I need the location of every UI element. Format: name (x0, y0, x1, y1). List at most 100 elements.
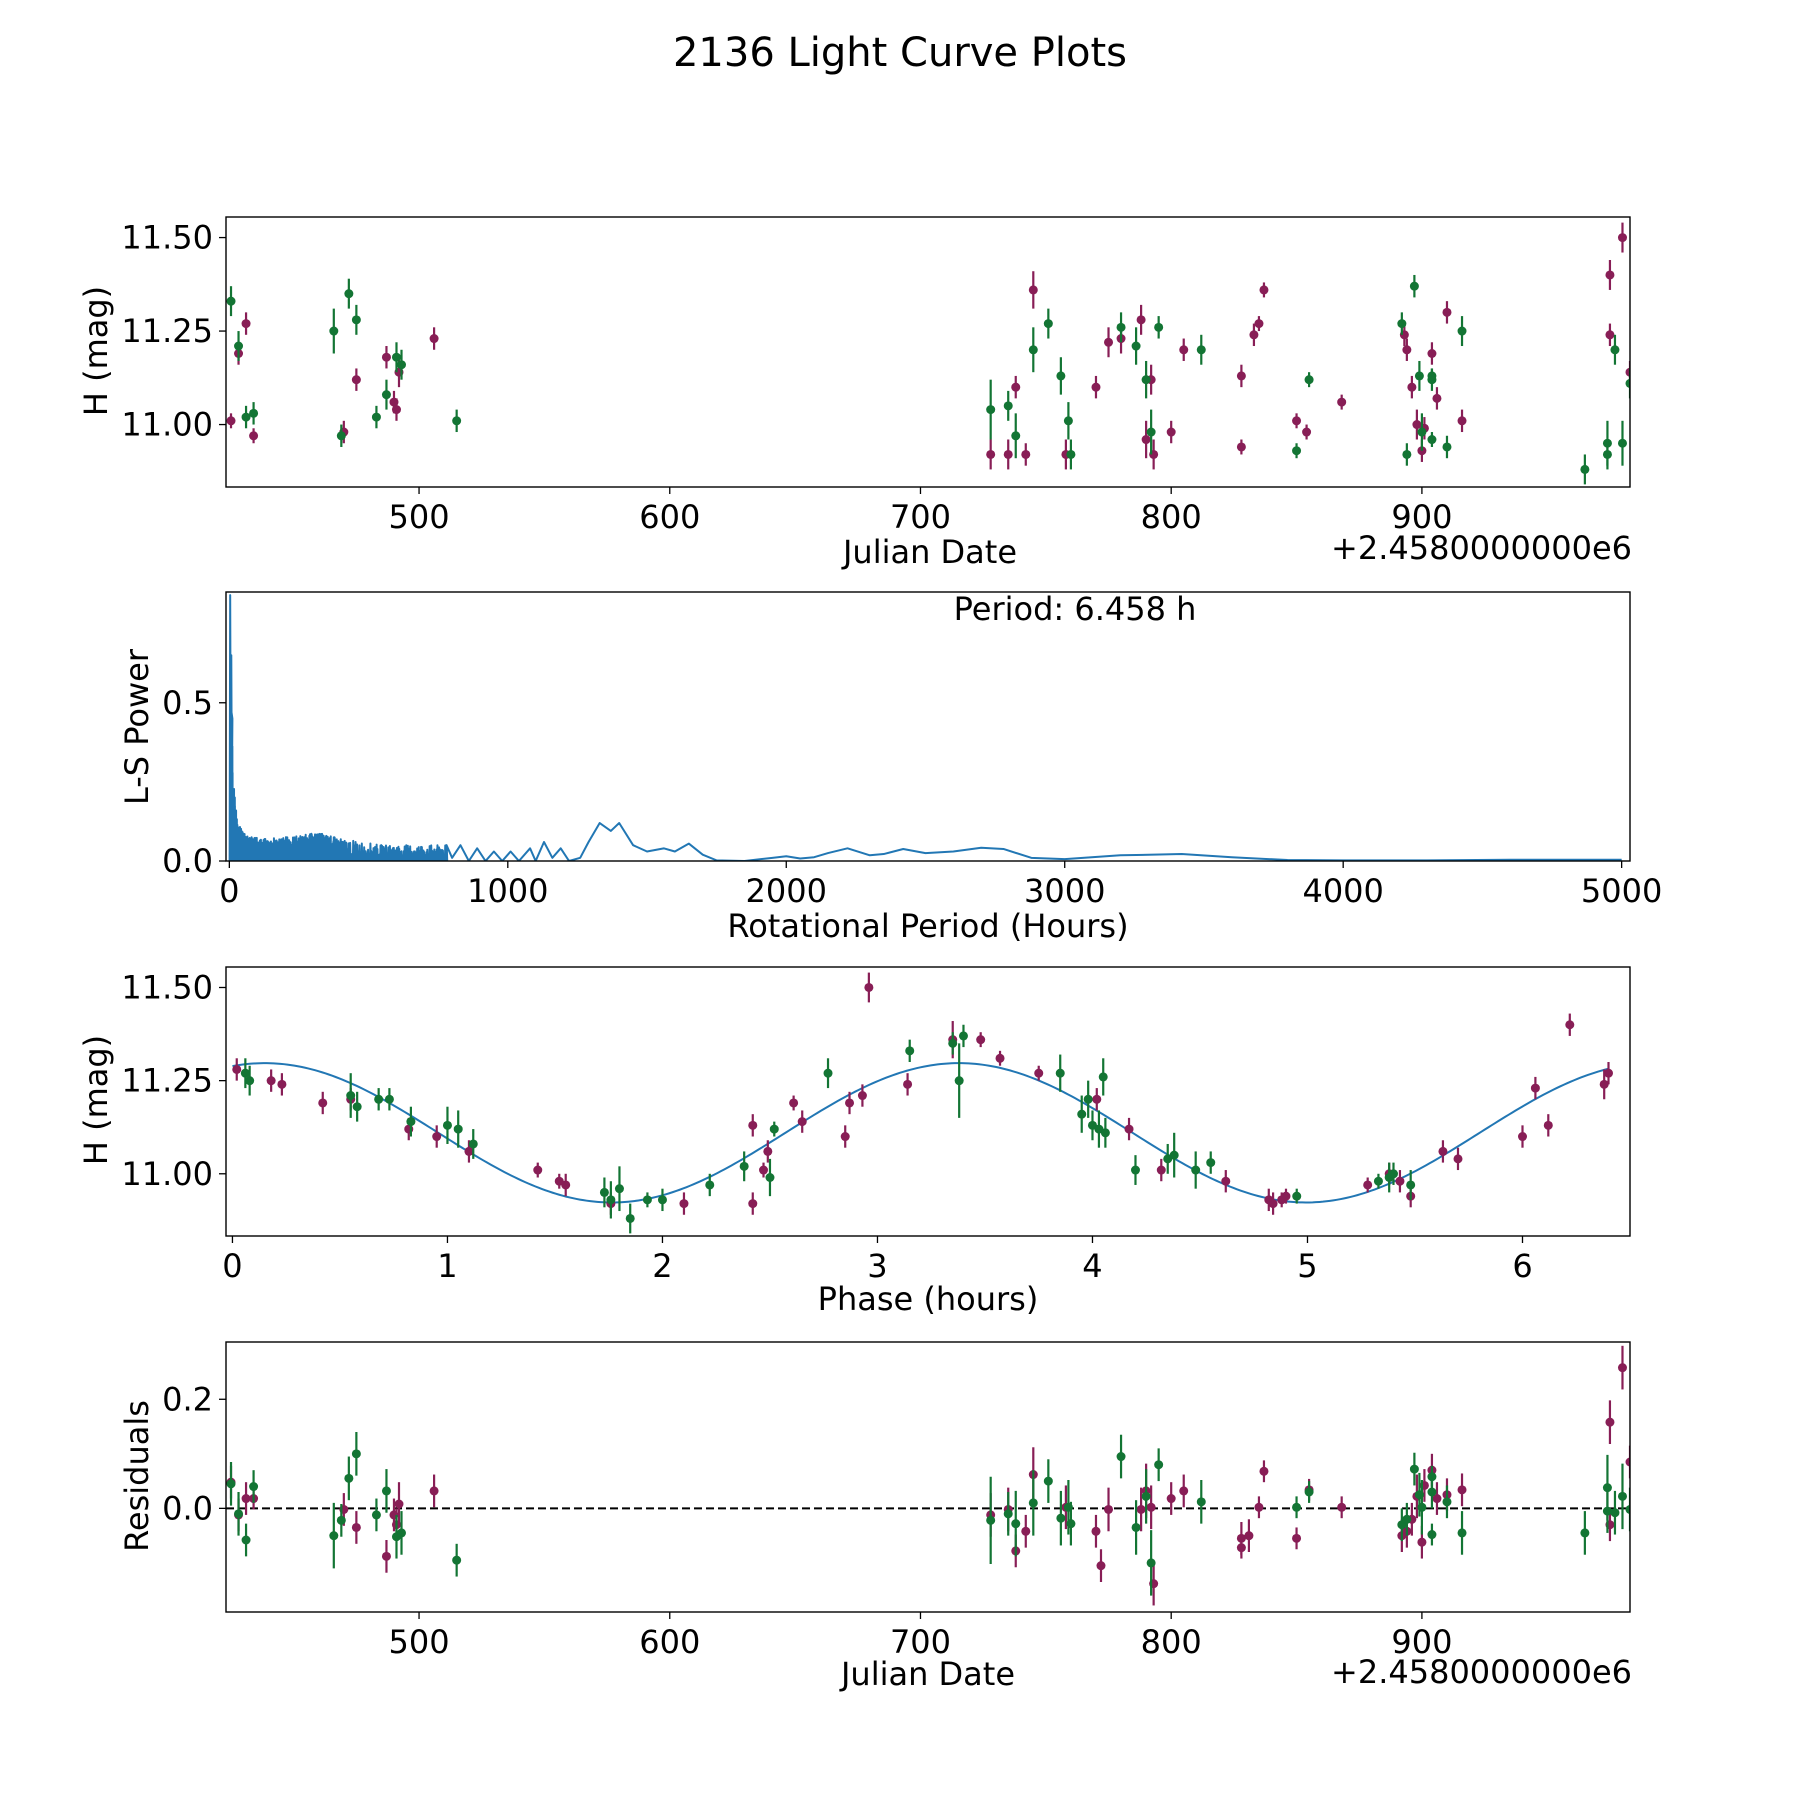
2-point-green (1373, 1176, 1383, 1186)
2-point-red (748, 1120, 758, 1130)
3-point-red (1432, 1494, 1442, 1504)
0-point-green (452, 416, 462, 426)
2-point-red (1599, 1079, 1609, 1089)
2-xtick-label: 6 (1512, 1247, 1532, 1285)
2-point-red (1517, 1132, 1527, 1142)
2-point-red (1453, 1154, 1463, 1164)
2-point-green (1169, 1150, 1179, 1160)
2-point-green (245, 1076, 255, 1086)
3-point-red (1457, 1485, 1467, 1495)
2-point-green (352, 1102, 362, 1112)
2-point-red (561, 1180, 571, 1190)
phased-plot-area (232, 972, 1613, 1234)
2-point-green (606, 1195, 616, 1205)
1-xtick-label: 4000 (1302, 872, 1383, 910)
2-point-red (266, 1076, 276, 1086)
3-point-green (1602, 1483, 1612, 1493)
0-point-green (1427, 371, 1437, 381)
0-point-red (1028, 285, 1038, 295)
0-point-green (1141, 375, 1151, 385)
2-point-red (976, 1035, 986, 1045)
3-frame (225, 1341, 1631, 1613)
1-ytick-label: 0.0 (162, 842, 213, 880)
2-point-green (765, 1173, 775, 1183)
3-point-green (1116, 1452, 1126, 1462)
0-point-red (1605, 330, 1615, 340)
3-point-green (381, 1486, 391, 1496)
2-point-green (769, 1124, 779, 1134)
periodogram-annotation: Period: 6.458 h (954, 590, 1197, 628)
0-point-red (1625, 367, 1630, 377)
0-point-red (1432, 393, 1442, 403)
0-point-green (1610, 345, 1620, 355)
3-xtick-label: 700 (890, 1623, 951, 1661)
2-point-red (1438, 1146, 1448, 1156)
3-point-red (1179, 1486, 1189, 1496)
2-point-red (797, 1117, 807, 1127)
3-point-red (381, 1551, 391, 1561)
0-point-green (391, 352, 401, 362)
3-xtick-label: 900 (1391, 1623, 1452, 1661)
2-marks (232, 972, 1613, 1234)
0-frame (225, 216, 1631, 488)
3-point-green (226, 1479, 236, 1489)
0-point-green (1417, 427, 1427, 437)
0-point-red (986, 449, 996, 459)
3-xtick-label: 600 (639, 1623, 700, 1661)
0-point-red (351, 375, 361, 385)
0-ytick-label: 11.00 (121, 406, 213, 444)
2-point-green (1083, 1094, 1093, 1104)
3-point-green (1304, 1487, 1314, 1497)
2-point-red (1565, 1020, 1575, 1030)
0-point-green (1063, 416, 1073, 426)
2-point-green (453, 1124, 463, 1134)
0-point-red (1136, 315, 1146, 325)
0-point-red (1179, 345, 1189, 355)
0-point-red (1003, 449, 1013, 459)
2-point-red (1603, 1068, 1613, 1078)
3-point-green (1617, 1491, 1627, 1501)
2-point-green (954, 1076, 964, 1086)
2-point-red (748, 1199, 758, 1209)
0-point-green (1580, 464, 1590, 474)
3-point-red (1625, 1457, 1630, 1467)
0-point-green (329, 326, 339, 336)
0-point-red (1407, 382, 1417, 392)
0-point-green (1397, 319, 1407, 329)
0-point-green (1011, 431, 1021, 441)
3-point-green (1427, 1530, 1437, 1540)
3-point-red (1091, 1526, 1101, 1536)
panel-phased: 0 1 2 3 4 5 6 11.00 11.25 11.50 Phase (hours) H (… (77, 966, 1631, 1318)
3-point-green (336, 1515, 346, 1525)
2-point-green (657, 1195, 667, 1205)
0-ytick-label: 11.25 (121, 312, 213, 350)
3-point-green (1457, 1528, 1467, 1538)
0-point-green (249, 408, 259, 418)
3-xtick-label: 800 (1141, 1623, 1202, 1661)
2-point-green (1130, 1165, 1140, 1175)
3-ytick-label: 0.2 (162, 1380, 213, 1418)
0-point-green (1602, 449, 1612, 459)
3-point-red (1104, 1504, 1114, 1514)
2-point-red (857, 1091, 867, 1101)
3-point-green (1427, 1487, 1437, 1497)
3-point-green (1141, 1491, 1151, 1501)
0-point-red (1442, 307, 1452, 317)
0-point-green (351, 315, 361, 325)
2-frame (225, 966, 1631, 1237)
3-point-green (1043, 1476, 1053, 1486)
periodogram-axes: 0 1000 2000 3000 4000 5000 0.0 0.5 (162, 591, 1662, 910)
2-point-red (464, 1146, 474, 1156)
1-xtick-label: 5000 (1581, 872, 1662, 910)
3-point-green (234, 1509, 244, 1519)
0-point-green (1028, 345, 1038, 355)
1-xtick-label: 2000 (746, 872, 827, 910)
2-point-green (240, 1068, 250, 1078)
2-point-red (277, 1079, 287, 1089)
2-point-red (845, 1098, 855, 1108)
0-point-red (1412, 420, 1422, 430)
panel-residuals: 500 600 700 800 900 0.0 0.2 Julian Date Residu… (118, 1341, 1632, 1693)
0-ytick-label: 11.50 (121, 219, 213, 257)
2-point-red (840, 1132, 850, 1142)
